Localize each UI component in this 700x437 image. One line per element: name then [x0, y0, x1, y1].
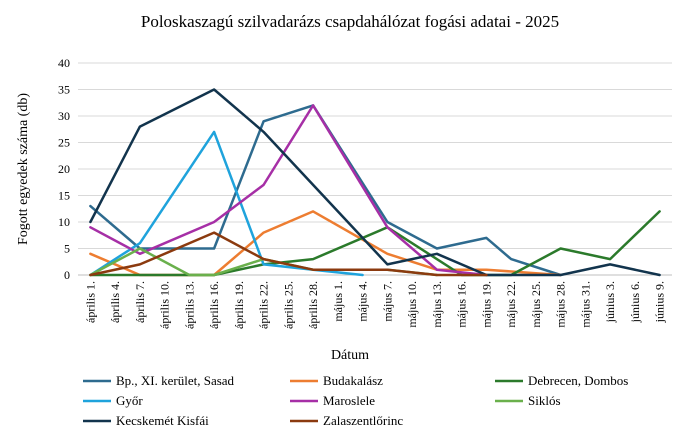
y-tick-label: 10: [58, 215, 70, 229]
x-tick-label: április 1.: [83, 281, 97, 323]
x-tick-label: április 4.: [108, 281, 122, 323]
legend-label: Győr: [116, 393, 143, 408]
legend-label: Zalaszentlőrinc: [323, 413, 403, 428]
x-tick-label: április 16.: [207, 281, 221, 329]
x-tick-label: május 13.: [430, 281, 444, 328]
y-tick-label: 5: [64, 242, 70, 256]
series-line-2: [89, 210, 562, 277]
y-tick-label: 15: [58, 189, 70, 203]
chart-title: Poloskaszagú szilvadarázs csapdahálózat …: [141, 12, 559, 31]
series-line-5: [89, 104, 488, 277]
legend: Bp., XI. kerület, Sasad Budakalász Debrece…: [83, 373, 628, 428]
series-line-1: [89, 104, 562, 277]
x-tick-label: április 28.: [306, 281, 320, 329]
x-tick-label: május 31.: [578, 281, 592, 328]
x-tick-label: május 28.: [554, 281, 568, 328]
y-axis-ticks: 0 5 10 15 20 25 30 35 40: [58, 56, 70, 282]
legend-label: Budakalász: [323, 373, 383, 388]
legend-label: Kecskemét Kisfái: [116, 413, 209, 428]
x-tick-label: május 16.: [455, 281, 469, 328]
x-tick-label: június 9.: [653, 281, 667, 323]
x-tick-label: május 22.: [504, 281, 518, 328]
legend-label: Debrecen, Dombos: [528, 373, 628, 388]
x-tick-label: április 13.: [182, 281, 196, 329]
x-tick-label: május 19.: [479, 281, 493, 328]
x-tick-label: június 3.: [603, 281, 617, 323]
x-axis-ticks: április 1. április 4. április 7. április 10…: [83, 281, 666, 329]
x-tick-label: április 25.: [281, 281, 295, 329]
x-tick-label: május 7.: [380, 281, 394, 322]
legend-label: Siklós: [528, 393, 561, 408]
y-tick-label: 25: [58, 136, 70, 150]
series-line-3: [89, 210, 661, 277]
series-line-8: [89, 231, 488, 277]
x-tick-label: május 25.: [529, 281, 543, 328]
gridlines: [78, 62, 672, 249]
x-tick-label: április 7.: [133, 281, 147, 323]
legend-label: Maroslele: [323, 393, 375, 408]
x-tick-label: április 19.: [232, 281, 246, 329]
x-axis-title: Dátum: [331, 348, 369, 363]
y-tick-label: 0: [64, 268, 70, 282]
series-line-7: [89, 88, 661, 277]
y-tick-label: 40: [58, 56, 70, 70]
y-tick-label: 30: [58, 109, 70, 123]
legend-label: Bp., XI. kerület, Sasad: [116, 373, 235, 388]
series-lines: [89, 88, 661, 277]
x-tick-label: június 6.: [628, 281, 642, 323]
x-tick-label: április 22.: [257, 281, 271, 329]
x-tick-label: május 1.: [331, 281, 345, 322]
x-tick-label: május 4.: [356, 281, 370, 322]
x-tick-label: május 10.: [405, 281, 419, 328]
y-axis-title: Fogott egyedek száma (db): [16, 93, 31, 245]
y-tick-label: 20: [58, 162, 70, 176]
x-tick-label: április 10.: [158, 281, 172, 329]
y-tick-label: 35: [58, 83, 70, 97]
